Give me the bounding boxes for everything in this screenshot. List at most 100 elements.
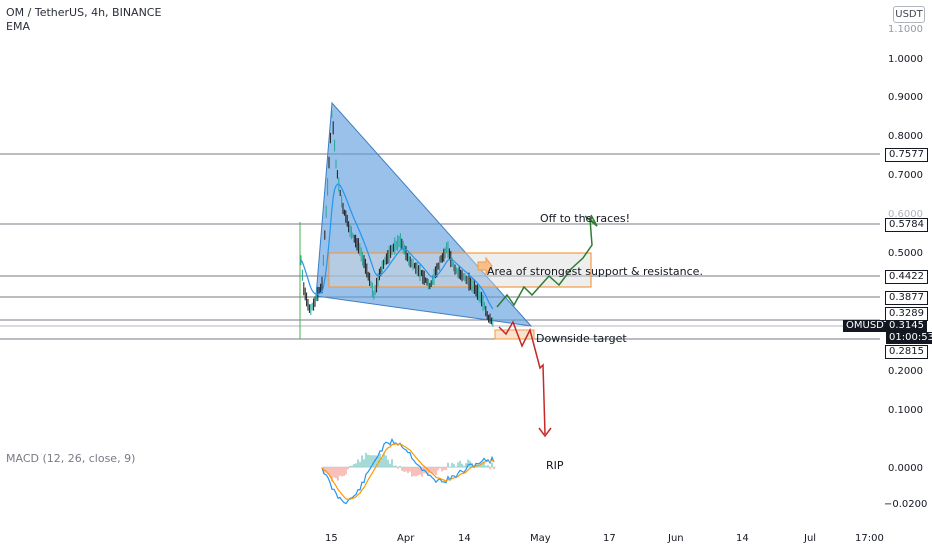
macd-histogram-bar xyxy=(383,453,385,468)
annotation-bear[interactable]: Downside target xyxy=(536,332,627,345)
bullish-arrow-head xyxy=(584,214,598,227)
bearish-arrow-head xyxy=(538,427,552,438)
price-tick: 0.9000 xyxy=(888,92,923,103)
triangle-pattern xyxy=(315,101,533,327)
macd-histogram-bar xyxy=(391,459,393,468)
macd-histogram-bar xyxy=(433,467,435,474)
macd-histogram-bar xyxy=(437,467,439,471)
macd-histogram-bar xyxy=(365,452,367,468)
macd-histogram-bar xyxy=(355,463,357,468)
level-badge: 0.2815 xyxy=(885,345,928,359)
macd-histogram-bar xyxy=(369,455,371,468)
macd-histogram-bar xyxy=(351,465,353,468)
bullish-projection-arrow xyxy=(496,217,598,308)
symbol-title[interactable]: OM / TetherUS, 4h, BINANCE xyxy=(6,6,162,19)
macd-histogram-bar xyxy=(419,467,421,475)
macd-signal-line xyxy=(321,443,495,501)
macd-histogram-bar xyxy=(461,463,463,468)
macd-histogram-bar xyxy=(347,467,349,470)
time-tick: Jun xyxy=(668,533,684,544)
price-tick-top: 1.1000 xyxy=(888,24,923,35)
time-tick: 17:00 xyxy=(855,533,884,544)
macd-histogram-bar xyxy=(331,467,333,482)
time-tick: 15 xyxy=(325,533,338,544)
macd-pane xyxy=(321,437,496,505)
price-tick: 0.2000 xyxy=(888,366,923,377)
macd-histogram-bar xyxy=(415,467,417,477)
macd-histogram-bar xyxy=(421,467,423,477)
macd-histogram-bar xyxy=(441,467,443,472)
annotation-rip[interactable]: RIP xyxy=(546,459,564,472)
macd-histogram-bar xyxy=(395,465,397,468)
macd-histogram-bar xyxy=(493,467,495,470)
macd-histogram-bar xyxy=(337,467,339,481)
macd-histogram-bar xyxy=(475,463,477,468)
macd-histogram-bar xyxy=(439,467,441,469)
macd-histogram-bar xyxy=(363,459,365,468)
macd-histogram-bar xyxy=(357,459,359,468)
macd-histogram-bar xyxy=(477,464,479,468)
macd-histogram-bar xyxy=(329,467,331,478)
macd-histogram-bar xyxy=(339,467,341,476)
level-badge: 0.5784 xyxy=(885,218,928,232)
macd-tick: −0.0200 xyxy=(884,499,928,510)
macd-histogram-bar xyxy=(333,467,335,478)
macd-histogram-bar xyxy=(349,465,351,468)
macd-histogram-bar xyxy=(425,467,427,474)
macd-histogram-bar xyxy=(489,467,491,470)
candlestick-series xyxy=(300,110,494,327)
macd-histogram-bar xyxy=(321,467,323,468)
macd-histogram-bar xyxy=(411,467,413,477)
level-badge: 0.7577 xyxy=(885,148,928,162)
annotation-bull[interactable]: Off to the races! xyxy=(540,212,631,225)
macd-histogram-bar xyxy=(447,462,449,468)
current-price-badge: 0.3145 xyxy=(886,320,927,332)
macd-histogram-bar xyxy=(375,455,377,468)
macd-histogram-bar xyxy=(445,467,447,471)
macd-histogram-bar xyxy=(487,465,489,468)
time-tick: Apr xyxy=(397,533,415,544)
indicator-label[interactable]: EMA xyxy=(6,20,30,33)
macd-histogram-bar xyxy=(481,463,483,468)
time-tick: 17 xyxy=(603,533,616,544)
scale-currency-button[interactable]: USDT xyxy=(893,6,925,23)
macd-histogram-bar xyxy=(431,467,433,474)
macd-histogram-bar xyxy=(399,465,401,468)
time-tick: Jul xyxy=(804,533,817,544)
annotation-zone[interactable]: Area of strongest support & resistance. xyxy=(487,265,703,278)
macd-histogram-bar xyxy=(453,464,455,468)
macd-histogram-bar xyxy=(325,467,327,473)
price-tick: 0.6000 xyxy=(888,209,923,220)
macd-tick: 0.0000 xyxy=(888,463,923,474)
level-badge: 0.4422 xyxy=(885,270,928,284)
macd-histogram-bar xyxy=(485,465,487,468)
macd-histogram-bar xyxy=(449,467,451,468)
time-tick: May xyxy=(530,533,551,544)
ema-line xyxy=(300,183,494,310)
macd-histogram-bar xyxy=(397,467,399,469)
macd-histogram-bar xyxy=(371,455,373,468)
macd-histogram-bar xyxy=(427,467,429,476)
macd-histogram-bar xyxy=(405,467,407,472)
macd-histogram-bar xyxy=(467,459,469,468)
macd-histogram xyxy=(321,452,495,482)
macd-histogram-bar xyxy=(417,467,419,476)
price-tick: 0.5000 xyxy=(888,248,923,259)
macd-histogram-bar xyxy=(343,467,345,477)
macd-histogram-bar xyxy=(403,467,405,472)
macd-histogram-bar xyxy=(389,463,391,468)
macd-histogram-bar xyxy=(479,464,481,468)
macd-histogram-bar xyxy=(435,467,437,476)
macd-histogram-bar xyxy=(413,467,415,476)
macd-histogram-bar xyxy=(483,461,485,468)
ticker-badge: OMUSDT xyxy=(843,320,893,332)
macd-histogram-bar xyxy=(361,455,363,468)
macd-histogram-bar xyxy=(381,457,383,468)
macd-histogram-bar xyxy=(491,462,493,468)
macd-histogram-bar xyxy=(455,466,457,468)
macd-histogram-bar xyxy=(409,467,411,472)
macd-label[interactable]: MACD (12, 26, close, 9) xyxy=(6,452,136,465)
macd-histogram-bar xyxy=(443,467,445,471)
